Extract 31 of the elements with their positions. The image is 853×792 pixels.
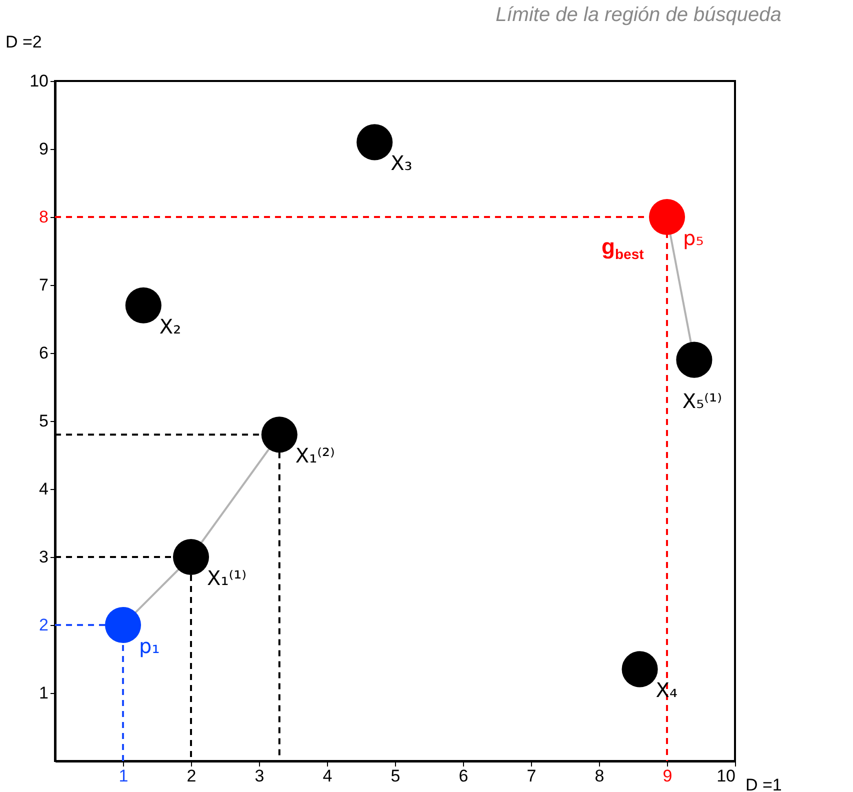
- y-tick-label: 10: [30, 72, 48, 90]
- y-tick-label: 3: [39, 548, 48, 566]
- x-axis-title: D =1: [746, 776, 782, 792]
- series-label: X₁⁽²⁾: [295, 444, 335, 468]
- y-axis-title: D =2: [6, 32, 42, 52]
- series-label: X₅⁽¹⁾: [682, 388, 722, 413]
- x-tick-label: 5: [390, 766, 400, 786]
- x-tick-label: 8: [594, 766, 604, 786]
- x-tick-label: 6: [458, 766, 468, 786]
- chart-title: Límite de la región de búsqueda: [496, 4, 782, 26]
- x-tick-label: 7: [526, 766, 536, 786]
- series-label: X₁⁽¹⁾: [207, 566, 247, 590]
- x-tick-label: 10: [716, 766, 736, 786]
- series-label: X₄: [656, 678, 678, 702]
- y-tick-label: 6: [39, 344, 48, 362]
- series-label: p₁: [139, 634, 160, 658]
- x-tick-label: 2: [186, 766, 196, 786]
- y-tick-label: 4: [39, 480, 48, 498]
- series-label: X₂: [159, 314, 182, 338]
- series-label: X₃: [390, 151, 412, 176]
- y-tick-label: 7: [39, 276, 48, 294]
- x-tick-label: 9: [662, 766, 672, 786]
- y-tick-label: 2: [39, 616, 48, 634]
- y-tick-label: 5: [39, 412, 48, 430]
- x-tick-label: 1: [118, 766, 128, 786]
- y-tick-label: 8: [39, 208, 48, 226]
- y-tick-label: 1: [39, 684, 48, 702]
- x-tick-label: 4: [322, 766, 332, 786]
- x-tick-label: 3: [254, 766, 264, 786]
- series-label: p₅: [683, 226, 704, 250]
- y-tick-label: 9: [39, 140, 48, 158]
